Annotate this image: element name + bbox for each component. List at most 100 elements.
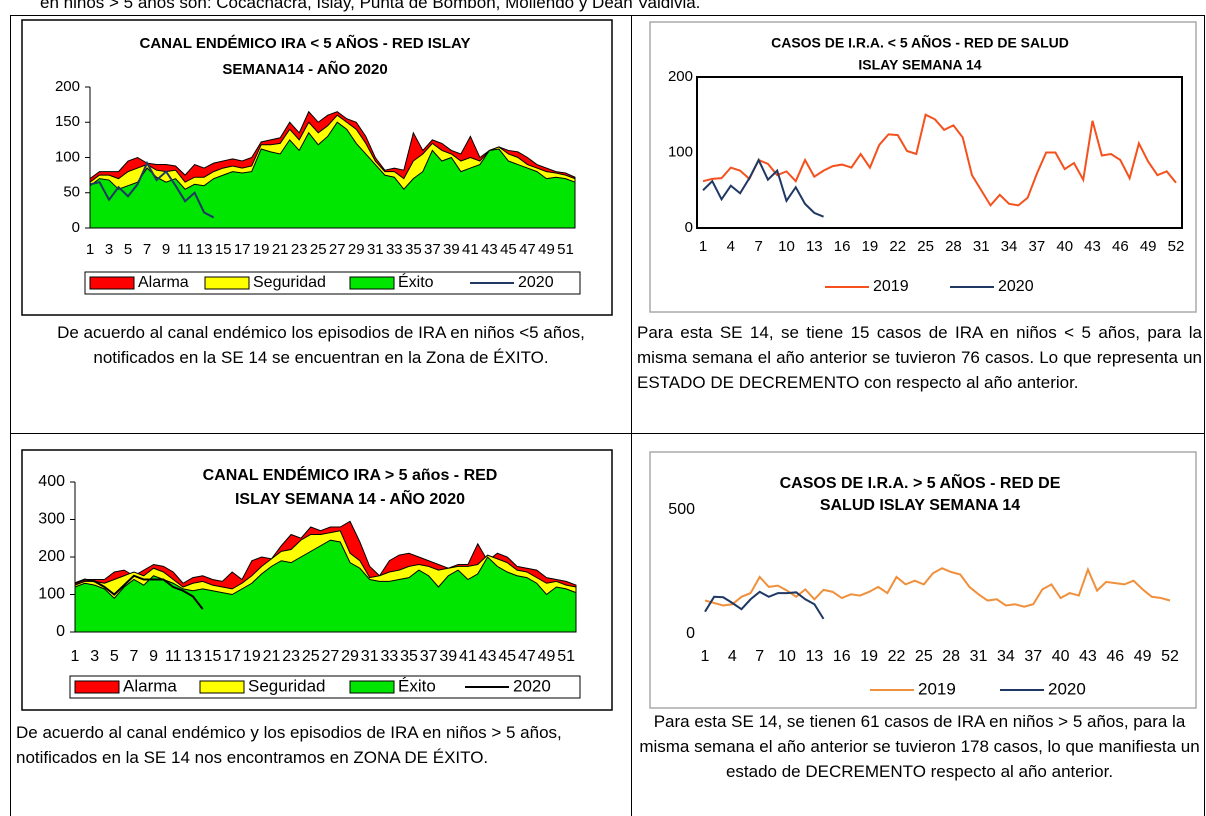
legend-swatch (74, 680, 120, 694)
x-tick-label: 52 (1168, 238, 1185, 255)
x-tick-label: 22 (888, 648, 906, 665)
x-tick-label: 1 (701, 648, 710, 665)
x-tick-label: 15 (215, 241, 232, 258)
x-tick-label: 31 (367, 241, 384, 258)
legend-swatch (199, 680, 245, 694)
legend-label: Éxito (398, 676, 436, 695)
x-tick-label: 34 (997, 648, 1015, 665)
x-tick-label: 52 (1161, 648, 1179, 665)
x-tick-label: 39 (443, 241, 460, 258)
x-tick-label: 41 (459, 648, 477, 665)
y-tick-label: 200 (668, 68, 693, 85)
x-tick-label: 33 (380, 648, 398, 665)
x-tick-label: 47 (518, 648, 536, 665)
x-tick-label: 17 (223, 648, 241, 665)
caption: Para esta SE 14, se tiene 15 casos de IR… (637, 323, 1202, 392)
x-tick-label: 13 (806, 238, 823, 255)
area (74, 539, 577, 633)
y-tick-label: 400 (38, 473, 65, 490)
border (10, 433, 1205, 434)
legend-box (84, 271, 581, 295)
header-text: en niños > 5 años son: Cocachacra, Islay… (40, 0, 701, 12)
x-tick-label: 13 (196, 241, 213, 258)
x-tick-label: 39 (439, 648, 457, 665)
x-tick-label: 29 (341, 648, 359, 665)
x-tick-label: 47 (519, 241, 536, 258)
x-tick-label: 9 (149, 648, 158, 665)
legend-label: Alarma (123, 676, 177, 695)
x-tick-label: 19 (253, 241, 270, 258)
legend-label: Éxito (398, 272, 434, 291)
x-tick-label: 7 (143, 241, 151, 258)
line (702, 113, 1177, 208)
x-tick-label: 43 (479, 648, 497, 665)
legend-swatch (349, 276, 395, 290)
line (704, 590, 825, 620)
legend-label: 2020 (513, 676, 551, 695)
line (74, 574, 204, 610)
x-tick-label: 5 (110, 648, 119, 665)
x-tick-label: 45 (498, 648, 516, 665)
y-tick-label: 200 (55, 78, 80, 95)
x-tick-label: 10 (778, 238, 795, 255)
x-tick-label: 43 (481, 241, 498, 258)
legend-label: 2020 (998, 278, 1034, 295)
x-tick-label: 16 (833, 648, 851, 665)
x-tick-label: 37 (420, 648, 438, 665)
x-tick-label: 35 (400, 648, 418, 665)
x-tick-label: 49 (1140, 238, 1157, 255)
x-tick-label: 9 (162, 241, 170, 258)
x-tick-label: 10 (778, 648, 796, 665)
legend-label: 2020 (518, 274, 554, 291)
y-tick-label: 0 (56, 623, 65, 640)
y-tick-label: 0 (72, 219, 80, 236)
border (10, 15, 1205, 16)
x-tick-label: 51 (557, 648, 575, 665)
border (10, 15, 11, 816)
x-tick-label: 28 (942, 648, 960, 665)
x-tick-label: 25 (917, 238, 934, 255)
y-tick-label: 100 (55, 148, 80, 165)
x-tick-label: 49 (538, 648, 556, 665)
x-tick-label: 25 (310, 241, 327, 258)
chart-title: CANAL ENDÉMICO IRA < 5 AÑOS - RED ISLAY (139, 34, 470, 52)
chart-title: ISLAY SEMANA 14 (858, 57, 981, 73)
x-tick-label: 11 (165, 648, 182, 665)
x-tick-label: 35 (405, 241, 422, 258)
x-tick-label: 43 (1079, 648, 1097, 665)
legend-box (69, 675, 581, 699)
x-tick-label: 11 (177, 241, 193, 258)
x-tick-label: 41 (462, 241, 479, 258)
legend-label: 2019 (918, 679, 956, 698)
x-tick-label: 4 (727, 238, 735, 255)
x-tick-label: 1 (699, 238, 707, 255)
x-tick-label: 37 (1024, 648, 1042, 665)
x-tick-label: 4 (728, 648, 737, 665)
x-tick-label: 51 (557, 241, 574, 258)
x-tick-label: 49 (538, 241, 555, 258)
chart-box (649, 21, 1197, 313)
plot-box (696, 76, 1183, 229)
y-tick-label: 100 (668, 143, 693, 160)
x-tick-label: 27 (322, 648, 340, 665)
x-tick-label: 7 (754, 238, 762, 255)
x-tick-label: 45 (500, 241, 517, 258)
chart-title: SEMANA14 - AÑO 2020 (222, 60, 387, 78)
legend-label: Seguridad (248, 676, 326, 695)
border (1204, 15, 1205, 816)
x-tick-label: 31 (970, 648, 988, 665)
x-tick-label: 5 (124, 241, 132, 258)
x-tick-label: 37 (424, 241, 441, 258)
line (704, 566, 1171, 608)
x-tick-label: 25 (302, 648, 320, 665)
y-tick-label: 150 (55, 113, 80, 130)
y-tick-label: 200 (38, 548, 65, 565)
legend-swatch (89, 276, 135, 290)
legend-label: 2019 (873, 278, 909, 295)
x-tick-label: 1 (86, 241, 94, 258)
x-tick-label: 28 (945, 238, 962, 255)
caption: De acuerdo al canal endémico y los episo… (16, 723, 562, 767)
legend-swatch (204, 276, 250, 290)
chart-title: CASOS DE I.R.A. < 5 AÑOS - RED DE SALUD (771, 34, 1069, 51)
